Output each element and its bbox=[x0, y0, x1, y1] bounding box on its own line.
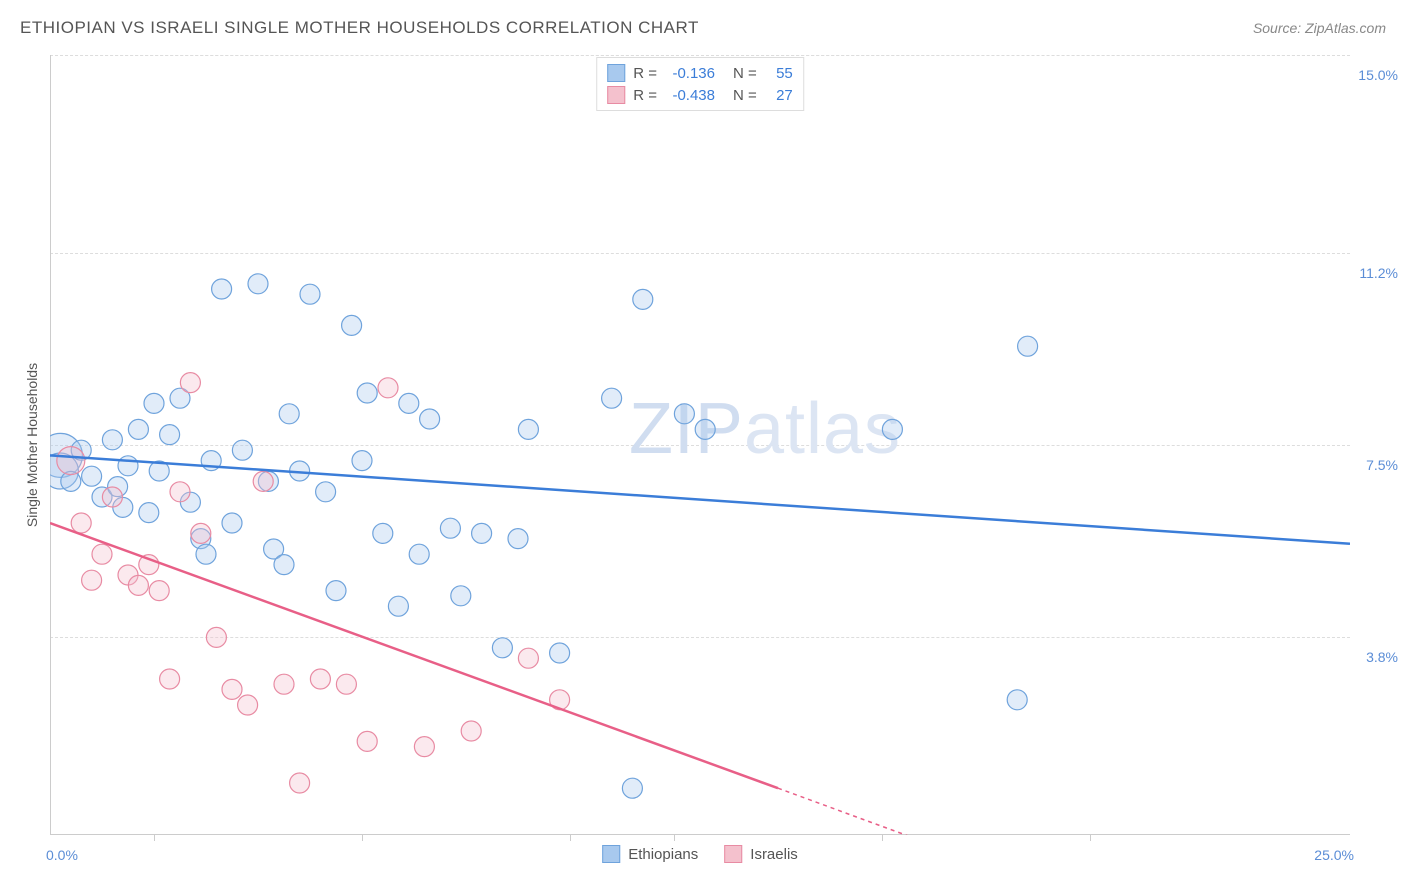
data-point bbox=[118, 456, 138, 476]
data-point bbox=[238, 695, 258, 715]
data-point bbox=[378, 378, 398, 398]
data-point bbox=[622, 778, 642, 798]
data-point bbox=[1007, 690, 1027, 710]
stat-r-value: -0.438 bbox=[665, 87, 715, 104]
data-point bbox=[191, 523, 211, 543]
data-point bbox=[248, 274, 268, 294]
data-point bbox=[102, 487, 122, 507]
stats-legend: R = -0.136 N = 55 R = -0.438 N = 27 bbox=[596, 57, 804, 111]
data-point bbox=[82, 570, 102, 590]
data-point bbox=[492, 638, 512, 658]
legend-swatch bbox=[607, 86, 625, 104]
plot-area: Single Mother Households 3.8%7.5%11.2%15… bbox=[50, 55, 1350, 835]
data-point bbox=[232, 440, 252, 460]
scatter-plot bbox=[50, 55, 1350, 835]
data-point bbox=[222, 679, 242, 699]
stat-n-label: N = bbox=[733, 87, 757, 104]
data-point bbox=[222, 513, 242, 533]
stat-n-value: 55 bbox=[765, 65, 793, 82]
data-point bbox=[414, 737, 434, 757]
trend-line-dashed bbox=[778, 788, 934, 835]
data-point bbox=[128, 419, 148, 439]
data-point bbox=[149, 581, 169, 601]
data-point bbox=[82, 466, 102, 486]
data-point bbox=[326, 581, 346, 601]
data-point bbox=[602, 388, 622, 408]
legend-item: Israelis bbox=[724, 845, 798, 863]
data-point bbox=[409, 544, 429, 564]
data-point bbox=[144, 393, 164, 413]
data-point bbox=[461, 721, 481, 741]
data-point bbox=[336, 674, 356, 694]
data-point bbox=[196, 544, 216, 564]
stats-legend-row: R = -0.136 N = 55 bbox=[607, 62, 793, 84]
data-point bbox=[388, 596, 408, 616]
data-point bbox=[357, 731, 377, 751]
data-point bbox=[274, 674, 294, 694]
data-point bbox=[316, 482, 336, 502]
data-point bbox=[160, 425, 180, 445]
y-tick-label: 15.0% bbox=[1358, 67, 1398, 83]
data-point bbox=[57, 447, 85, 475]
legend-swatch bbox=[724, 845, 742, 863]
y-tick-label: 3.8% bbox=[1366, 649, 1398, 665]
data-point bbox=[279, 404, 299, 424]
y-tick-label: 7.5% bbox=[1366, 457, 1398, 473]
data-point bbox=[451, 586, 471, 606]
data-point bbox=[274, 555, 294, 575]
data-point bbox=[71, 513, 91, 533]
source-label: Source: ZipAtlas.com bbox=[1253, 20, 1386, 36]
data-point bbox=[300, 284, 320, 304]
data-point bbox=[373, 523, 393, 543]
chart-title: ETHIOPIAN VS ISRAELI SINGLE MOTHER HOUSE… bbox=[20, 18, 699, 38]
series-legend: Ethiopians Israelis bbox=[602, 845, 798, 863]
y-axis-label: Single Mother Households bbox=[24, 363, 40, 527]
data-point bbox=[440, 518, 460, 538]
stat-r-value: -0.136 bbox=[665, 65, 715, 82]
data-point bbox=[180, 373, 200, 393]
data-point bbox=[472, 523, 492, 543]
stat-r-label: R = bbox=[633, 65, 657, 82]
stat-n-label: N = bbox=[733, 65, 757, 82]
data-point bbox=[674, 404, 694, 424]
y-tick-label: 11.2% bbox=[1359, 265, 1398, 281]
data-point bbox=[310, 669, 330, 689]
data-point bbox=[92, 544, 112, 564]
data-point bbox=[352, 451, 372, 471]
trend-line bbox=[50, 455, 1350, 543]
data-point bbox=[253, 471, 273, 491]
data-point bbox=[508, 529, 528, 549]
data-point bbox=[212, 279, 232, 299]
data-point bbox=[160, 669, 180, 689]
stat-r-label: R = bbox=[633, 87, 657, 104]
data-point bbox=[1018, 336, 1038, 356]
data-point bbox=[102, 430, 122, 450]
x-axis-max-label: 25.0% bbox=[1314, 847, 1354, 863]
stats-legend-row: R = -0.438 N = 27 bbox=[607, 84, 793, 106]
x-axis-min-label: 0.0% bbox=[46, 847, 78, 863]
chart-container: ETHIOPIAN VS ISRAELI SINGLE MOTHER HOUSE… bbox=[0, 0, 1406, 892]
legend-label: Israelis bbox=[750, 846, 798, 863]
data-point bbox=[206, 627, 226, 647]
legend-swatch bbox=[607, 64, 625, 82]
legend-item: Ethiopians bbox=[602, 845, 698, 863]
data-point bbox=[550, 643, 570, 663]
data-point bbox=[420, 409, 440, 429]
data-point bbox=[518, 648, 538, 668]
data-point bbox=[399, 393, 419, 413]
data-point bbox=[170, 482, 190, 502]
data-point bbox=[139, 503, 159, 523]
data-point bbox=[633, 289, 653, 309]
data-point bbox=[128, 575, 148, 595]
legend-swatch bbox=[602, 845, 620, 863]
data-point bbox=[518, 419, 538, 439]
legend-label: Ethiopians bbox=[628, 846, 698, 863]
stat-n-value: 27 bbox=[765, 87, 793, 104]
data-point bbox=[882, 419, 902, 439]
data-point bbox=[342, 315, 362, 335]
chart-header: ETHIOPIAN VS ISRAELI SINGLE MOTHER HOUSE… bbox=[20, 18, 1386, 38]
data-point bbox=[290, 773, 310, 793]
data-point bbox=[695, 419, 715, 439]
data-point bbox=[357, 383, 377, 403]
